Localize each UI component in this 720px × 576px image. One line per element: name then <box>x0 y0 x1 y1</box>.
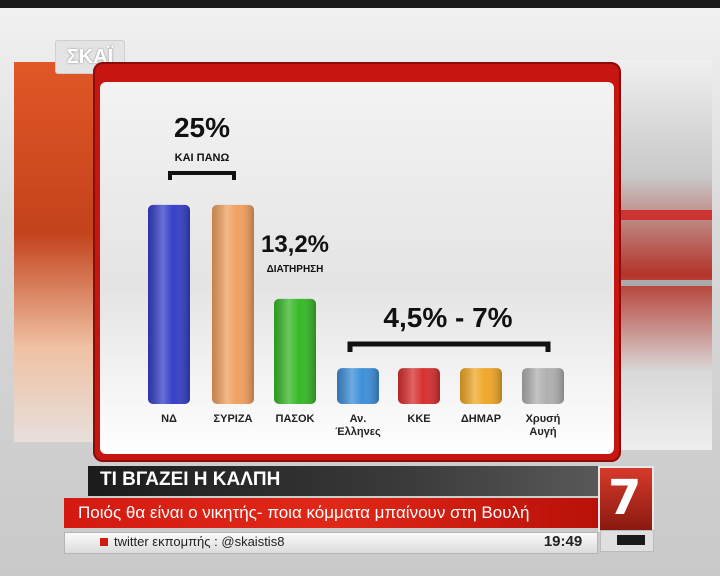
lower-third-subtitle-bar <box>64 498 600 528</box>
channel-number-badge: 7 <box>598 466 654 532</box>
category-label-4: Αν. Έλληνες <box>335 413 381 438</box>
top-border <box>0 0 720 8</box>
category-label-3: ΠΑΣΟΚ <box>276 413 315 425</box>
lower-third-title: ΤΙ ΒΓΑΖΕΙ Η ΚΑΛΠΗ <box>100 469 281 490</box>
clock: 19:49 <box>543 533 583 550</box>
poll-chart: ΝΔ ΣΥΡΙΖΑ ΠΑΣΟΚ Αν. Έλληνες ΚΚΕ ΔΗΜΑΡ Χρυσή Αυγή… <box>100 82 614 454</box>
studio-background-right <box>612 60 712 450</box>
ticker-bar <box>64 532 598 554</box>
bar-shine-7 <box>522 368 564 404</box>
annotation-value-3: 4,5% - 7% <box>383 302 512 333</box>
annotation-value-1: 25% <box>174 112 230 143</box>
ticker-bullet-icon <box>100 538 108 546</box>
studio-background-left <box>14 62 104 442</box>
category-label-1: ΝΔ <box>161 413 177 425</box>
lower-third-subtitle: Ποιός θα είναι ο νικητής- ποια κόμματα μ… <box>78 503 530 522</box>
category-label-7: Χρυσή Αυγή <box>526 413 561 438</box>
ticker-text: twitter εκπομπής : @skaistis8 <box>114 534 285 549</box>
bar-shine-2 <box>212 204 254 404</box>
annotation-caption-2: ΔΙΑΤΗΡΗΣΗ <box>267 264 324 275</box>
channel-strip <box>600 530 654 552</box>
channel-number: 7 <box>608 470 642 526</box>
bar-shine-6 <box>460 368 502 404</box>
annotation-bracket-1 <box>168 171 236 180</box>
category-label-2: ΣΥΡΙΖΑ <box>214 413 253 425</box>
bar-shine-5 <box>398 368 440 404</box>
annotation-caption-1: ΚΑΙ ΠΑΝΩ <box>175 152 230 164</box>
chart-svg: ΝΔ ΣΥΡΙΖΑ ΠΑΣΟΚ Αν. Έλληνες ΚΚΕ ΔΗΜΑΡ Χρυσή Αυγή… <box>148 112 564 438</box>
bar-shine-1 <box>148 204 190 404</box>
annotation-bracket-3 <box>347 341 551 352</box>
category-label-6: ΔΗΜΑΡ <box>461 413 501 425</box>
bar-shine-4 <box>337 368 379 404</box>
lower-third-title-bar <box>88 466 608 496</box>
bar-shine-3 <box>274 298 316 404</box>
annotation-value-2: 13,2% <box>261 231 329 258</box>
category-label-5: ΚΚΕ <box>407 413 430 425</box>
